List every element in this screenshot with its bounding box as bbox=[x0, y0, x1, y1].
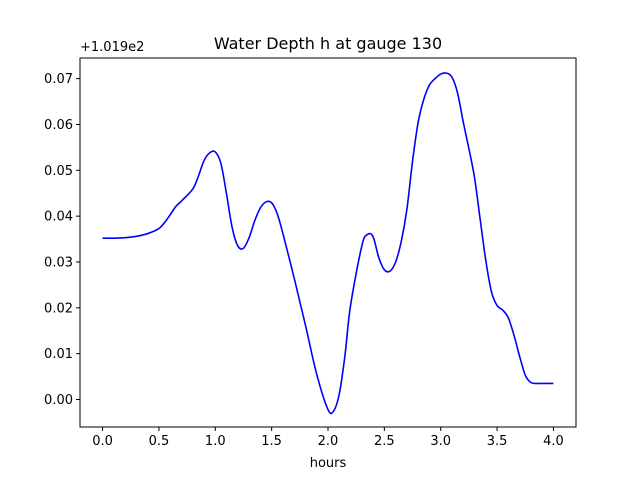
y-tick-label: 0.03 bbox=[44, 255, 73, 270]
y-axis-ticks: 0.00 0.01 0.02 0.03 0.04 0.05 0.06 0.07 bbox=[44, 72, 80, 408]
x-tick-label: 2.0 bbox=[318, 434, 339, 449]
y-tick-label: 0.06 bbox=[44, 118, 73, 133]
x-tick-label: 2.5 bbox=[374, 434, 395, 449]
x-tick-label: 1.5 bbox=[261, 434, 282, 449]
x-tick-label: 3.0 bbox=[430, 434, 451, 449]
y-axis-offset-text: +1.019e2 bbox=[80, 40, 144, 55]
plot-area bbox=[102, 72, 554, 415]
axes-frame bbox=[79, 57, 577, 428]
y-tick-label: 0.07 bbox=[44, 72, 73, 87]
x-tick-label: 1.0 bbox=[205, 434, 226, 449]
y-tick-label: 0.05 bbox=[44, 164, 73, 179]
y-tick-label: 0.02 bbox=[44, 301, 73, 316]
y-tick-label: 0.01 bbox=[44, 347, 73, 362]
y-tick-label: 0.00 bbox=[44, 393, 73, 408]
x-tick-label: 0.5 bbox=[149, 434, 170, 449]
series-line bbox=[102, 72, 554, 415]
x-tick-label: 3.5 bbox=[487, 434, 508, 449]
chart-title: Water Depth h at gauge 130 bbox=[214, 34, 442, 53]
x-axis-label: hours bbox=[310, 456, 347, 471]
x-tick-label: 0.0 bbox=[92, 434, 113, 449]
x-tick-label: 4.0 bbox=[543, 434, 564, 449]
y-tick-label: 0.04 bbox=[44, 210, 73, 225]
x-axis-ticks: 0.0 0.5 1.0 1.5 2.0 2.5 3.0 3.5 4.0 bbox=[92, 427, 564, 449]
